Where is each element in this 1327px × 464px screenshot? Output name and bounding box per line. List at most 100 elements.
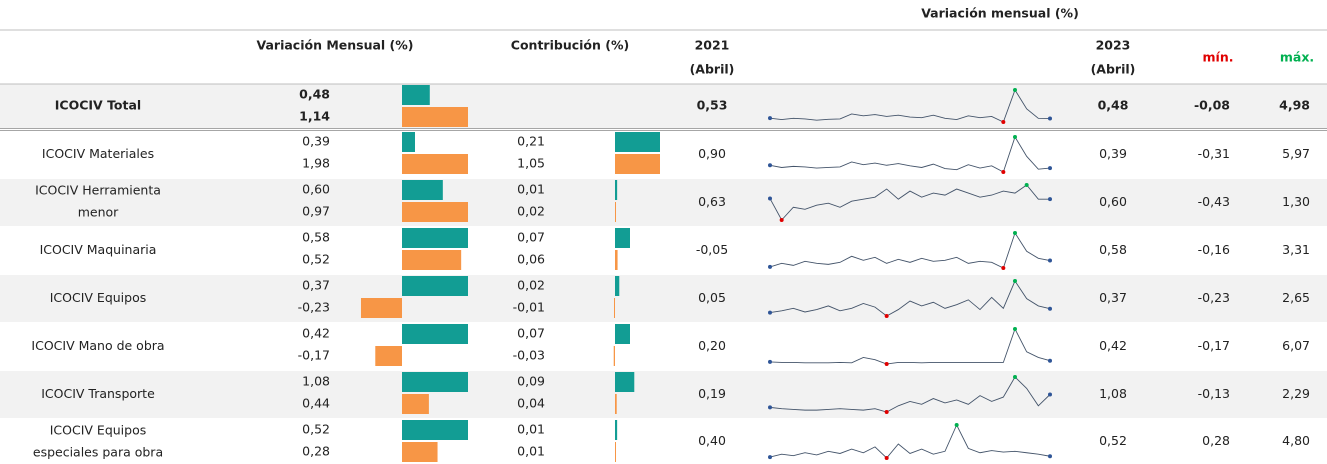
- row-bg: [0, 275, 1327, 322]
- variacion-value: 1,08: [302, 374, 330, 389]
- spark-dot: [1013, 375, 1017, 379]
- spark-dot: [768, 264, 772, 269]
- spark-dot: [1001, 170, 1006, 174]
- row-name: ICOCIV Equipos: [50, 423, 147, 438]
- spark-dot: [884, 314, 889, 318]
- spark-dot: [1048, 197, 1052, 202]
- spark-dot: [884, 362, 889, 366]
- value-2023: 0,37: [1099, 290, 1127, 305]
- variacion-value: 0,52: [302, 422, 330, 437]
- contribucion-value: -0,01: [513, 300, 545, 315]
- col-header: (Abril): [690, 62, 735, 77]
- col-header: 2021: [695, 38, 730, 53]
- variacion-bar: [402, 372, 468, 392]
- spark-dot: [1013, 231, 1017, 235]
- min-value: -0,13: [1198, 386, 1230, 401]
- spark-dot: [1048, 258, 1052, 263]
- contribucion-bar: [613, 346, 615, 366]
- contribucion-bar: [615, 154, 660, 174]
- variacion-bar: [402, 202, 468, 222]
- spark-dot: [779, 218, 784, 222]
- row-bg: [0, 371, 1327, 418]
- spark-dot: [768, 405, 772, 410]
- max-value: 3,31: [1282, 242, 1310, 257]
- contribucion-value: 0,01: [517, 422, 545, 437]
- spark-dot: [1001, 266, 1006, 270]
- col-header: Variación Mensual (%): [256, 38, 413, 53]
- value-2023: 0,42: [1099, 338, 1127, 353]
- row-name: menor: [78, 205, 119, 220]
- contribucion-bar: [615, 324, 630, 344]
- value-2023: 0,39: [1099, 146, 1127, 161]
- variacion-value: 0,42: [302, 326, 330, 341]
- variacion-bar: [402, 132, 415, 152]
- contribucion-bar: [615, 420, 618, 440]
- max-value: 1,30: [1282, 194, 1310, 209]
- spark-dot: [1024, 183, 1029, 187]
- value-2023: 0,60: [1099, 194, 1127, 209]
- row-name: ICOCIV Total: [55, 98, 141, 113]
- contribucion-value: 0,04: [517, 396, 545, 411]
- spark-dot: [1013, 88, 1017, 92]
- sparkline: [769, 280, 1051, 317]
- row-name: ICOCIV Mano de obra: [31, 338, 164, 353]
- variacion-bar: [402, 442, 438, 462]
- min-value: -0,23: [1198, 290, 1230, 305]
- min-value: 0,28: [1202, 433, 1230, 448]
- spark-dot: [1048, 454, 1052, 459]
- row-name: ICOCIV Equipos: [50, 290, 147, 305]
- contribucion-bar: [615, 132, 660, 152]
- contribucion-value: 0,09: [517, 374, 545, 389]
- variacion-bar: [402, 85, 430, 105]
- contribucion-value: 0,07: [517, 230, 545, 245]
- max-value: 4,80: [1282, 433, 1310, 448]
- spark-dot: [954, 423, 959, 427]
- contribucion-value: 1,05: [517, 156, 545, 171]
- contribucion-bar: [615, 442, 616, 462]
- contribucion-bar: [615, 228, 630, 248]
- sparkline: [769, 231, 1051, 269]
- contribucion-bar: [615, 372, 635, 392]
- sparkline: [769, 376, 1051, 413]
- spark-dot: [1013, 279, 1017, 283]
- spark-dot: [1048, 306, 1052, 311]
- value-2021: 0,40: [698, 433, 726, 448]
- variacion-value: 1,14: [299, 109, 330, 124]
- spark-dot: [884, 456, 889, 460]
- contribucion-value: 0,02: [517, 278, 545, 293]
- spark-dot: [1013, 135, 1017, 139]
- variacion-bar: [402, 420, 468, 440]
- contribucion-bar: [614, 298, 615, 318]
- value-2021: 0,90: [698, 146, 726, 161]
- variacion-value: 0,58: [302, 230, 330, 245]
- value-2021: -0,05: [696, 242, 728, 257]
- value-2021: 0,20: [698, 338, 726, 353]
- row-name: ICOCIV Herramienta: [35, 183, 161, 198]
- spark-dot: [768, 196, 772, 201]
- contribucion-value: 0,21: [517, 134, 545, 149]
- contribucion-value: 0,02: [517, 204, 545, 219]
- variacion-bar: [360, 298, 402, 318]
- variacion-value: 0,97: [302, 204, 330, 219]
- value-2023: 0,52: [1099, 433, 1127, 448]
- variacion-bar: [402, 180, 443, 200]
- variacion-bar: [402, 107, 468, 127]
- variacion-bar: [402, 250, 462, 270]
- max-value: 6,07: [1282, 338, 1310, 353]
- value-2021: 0,19: [698, 386, 726, 401]
- variacion-value: 0,37: [302, 278, 330, 293]
- max-value: 2,65: [1282, 290, 1310, 305]
- min-value: -0,16: [1198, 242, 1230, 257]
- contribucion-bar: [615, 276, 620, 296]
- variacion-bar: [402, 154, 468, 174]
- variacion-bar: [402, 324, 468, 344]
- row-name: ICOCIV Transporte: [41, 386, 155, 401]
- spark-dot: [1048, 392, 1052, 397]
- min-value: -0,08: [1194, 98, 1230, 113]
- row-bg: [0, 179, 1327, 226]
- variacion-value: 0,44: [302, 396, 330, 411]
- col-header: (Abril): [1091, 62, 1136, 77]
- spark-dot: [884, 410, 889, 414]
- spark-dot: [1001, 120, 1006, 124]
